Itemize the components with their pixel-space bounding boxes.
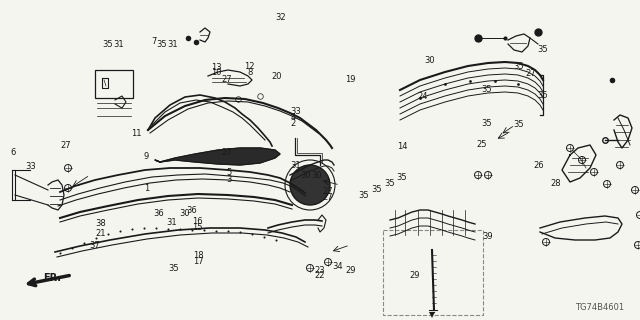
Text: 15: 15 bbox=[192, 223, 202, 232]
Text: 13: 13 bbox=[211, 63, 221, 72]
Text: 30: 30 bbox=[179, 209, 189, 218]
Bar bbox=[95, 70, 133, 98]
Text: 17: 17 bbox=[193, 257, 204, 266]
Text: 35: 35 bbox=[513, 62, 524, 71]
Text: 24: 24 bbox=[417, 92, 428, 100]
Text: 36: 36 bbox=[154, 209, 164, 218]
Text: 32: 32 bbox=[275, 13, 285, 22]
Text: 12: 12 bbox=[244, 62, 255, 71]
Text: 39: 39 bbox=[483, 232, 493, 241]
Text: 7: 7 bbox=[151, 37, 156, 46]
Text: 5: 5 bbox=[227, 168, 232, 177]
Text: 27: 27 bbox=[323, 187, 333, 196]
Text: 14: 14 bbox=[397, 142, 407, 151]
Text: 34: 34 bbox=[333, 262, 343, 271]
Text: 20: 20 bbox=[271, 72, 282, 81]
Text: 27: 27 bbox=[221, 148, 232, 157]
Text: 9: 9 bbox=[143, 152, 148, 161]
Text: 31: 31 bbox=[291, 161, 301, 170]
Text: TG74B4601: TG74B4601 bbox=[575, 303, 625, 313]
Text: 8: 8 bbox=[247, 68, 252, 77]
Bar bbox=[383, 230, 483, 315]
Text: 35: 35 bbox=[358, 191, 369, 200]
Text: 35: 35 bbox=[397, 173, 407, 182]
Text: 30: 30 bbox=[311, 171, 321, 180]
Text: 35: 35 bbox=[384, 179, 394, 188]
Text: 28: 28 bbox=[550, 179, 561, 188]
Text: 33: 33 bbox=[26, 162, 36, 171]
Text: 27: 27 bbox=[60, 141, 70, 150]
Text: 35: 35 bbox=[102, 40, 113, 49]
Circle shape bbox=[290, 165, 330, 205]
Text: 18: 18 bbox=[193, 252, 204, 260]
Text: 16: 16 bbox=[192, 217, 202, 226]
Text: 31: 31 bbox=[168, 40, 178, 49]
Text: 27: 27 bbox=[222, 75, 232, 84]
Text: 35: 35 bbox=[538, 45, 548, 54]
Text: 31: 31 bbox=[113, 40, 124, 49]
Text: 11: 11 bbox=[131, 129, 141, 138]
Text: 37: 37 bbox=[90, 241, 100, 250]
Text: 10: 10 bbox=[211, 68, 221, 77]
Text: 33: 33 bbox=[291, 107, 301, 116]
Text: 36: 36 bbox=[186, 206, 196, 215]
Text: 35: 35 bbox=[481, 85, 492, 94]
Text: 35: 35 bbox=[156, 40, 166, 49]
Text: 35: 35 bbox=[538, 91, 548, 100]
Polygon shape bbox=[155, 148, 280, 165]
Text: 26: 26 bbox=[534, 161, 544, 170]
Text: 29: 29 bbox=[346, 266, 356, 275]
Text: 4: 4 bbox=[291, 113, 296, 122]
Text: 38: 38 bbox=[96, 220, 106, 228]
Text: 35: 35 bbox=[481, 119, 492, 128]
Text: 29: 29 bbox=[410, 271, 420, 280]
Text: 2: 2 bbox=[291, 119, 296, 128]
Text: 21: 21 bbox=[96, 229, 106, 238]
Text: 22: 22 bbox=[315, 271, 325, 280]
Text: 6: 6 bbox=[10, 148, 15, 157]
Text: 35: 35 bbox=[513, 120, 524, 129]
Text: 30: 30 bbox=[301, 171, 311, 180]
Text: FR.: FR. bbox=[43, 273, 61, 283]
Text: 31: 31 bbox=[166, 218, 177, 227]
Text: 35: 35 bbox=[169, 264, 179, 273]
Text: 19: 19 bbox=[346, 75, 356, 84]
Text: 1: 1 bbox=[145, 184, 150, 193]
Text: 23: 23 bbox=[315, 266, 325, 275]
Text: 27: 27 bbox=[526, 69, 536, 78]
Text: 30: 30 bbox=[425, 56, 435, 65]
Text: 25: 25 bbox=[476, 140, 486, 149]
Text: 3: 3 bbox=[227, 175, 232, 184]
Text: 27: 27 bbox=[323, 193, 333, 202]
Text: 35: 35 bbox=[371, 185, 381, 194]
